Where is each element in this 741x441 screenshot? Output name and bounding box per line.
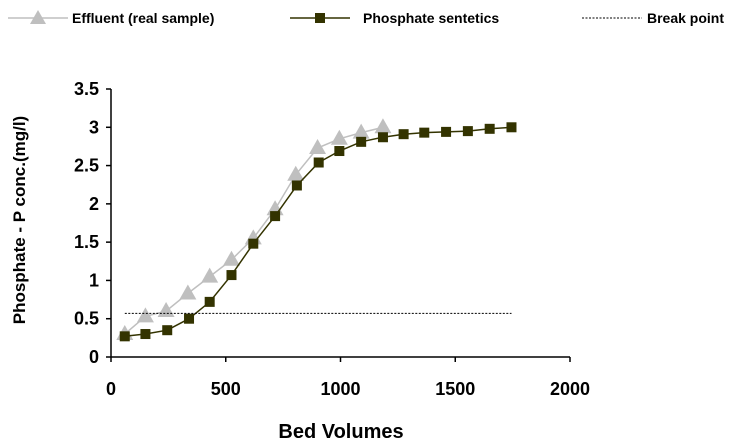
data-point-phosphate-sentetics — [162, 325, 173, 336]
data-point-phosphate-sentetics — [119, 331, 130, 342]
legend-label-effluent: Effluent (real sample) — [72, 10, 214, 26]
data-point-effluent — [136, 307, 154, 323]
data-point-phosphate-sentetics — [356, 136, 367, 147]
legend-label-break-point: Break point — [647, 10, 724, 26]
data-point-phosphate-sentetics — [291, 180, 302, 191]
y-tick-label: 0.5 — [74, 309, 99, 329]
x-ticks: 0 500 1000 1500 2000 — [106, 357, 590, 399]
data-point-phosphate-sentetics — [140, 329, 151, 340]
plot-area — [116, 118, 517, 342]
data-point-phosphate-sentetics — [226, 270, 237, 281]
data-point-phosphate-sentetics — [506, 122, 517, 133]
x-tick-label: 500 — [211, 379, 241, 399]
x-tick-label: 2000 — [550, 379, 590, 399]
data-point-phosphate-sentetics — [313, 157, 324, 168]
x-tick-label: 1000 — [320, 379, 360, 399]
data-point-phosphate-sentetics — [204, 296, 215, 307]
legend-entry-phosphate-sentetics: Phosphate sentetics — [290, 10, 499, 26]
data-point-phosphate-sentetics — [462, 126, 473, 137]
data-point-phosphate-sentetics — [377, 132, 388, 143]
data-point-effluent — [157, 302, 175, 318]
legend-entry-break-point: Break point — [582, 10, 724, 26]
legend-entry-effluent: Effluent (real sample) — [8, 10, 214, 26]
x-tick-label: 1500 — [435, 379, 475, 399]
data-point-effluent — [222, 250, 240, 266]
data-point-phosphate-sentetics — [441, 126, 452, 137]
data-point-effluent — [374, 118, 392, 134]
legend: Effluent (real sample) Phosphate senteti… — [8, 10, 724, 26]
y-tick-label: 3 — [89, 117, 99, 137]
data-point-effluent — [352, 123, 370, 139]
legend-marker-effluent — [30, 10, 46, 24]
data-point-effluent — [309, 138, 327, 154]
data-point-phosphate-sentetics — [334, 146, 345, 157]
y-axis-title: Phosphate - P conc.(mg/l) — [10, 116, 29, 324]
y-tick-label: 1.5 — [74, 232, 99, 252]
data-point-effluent — [179, 284, 197, 300]
data-point-phosphate-sentetics — [184, 313, 195, 324]
data-point-effluent — [330, 129, 348, 145]
data-point-effluent — [287, 165, 305, 181]
data-point-phosphate-sentetics — [248, 238, 259, 249]
legend-marker-phosphate-sentetics — [315, 13, 325, 23]
x-tick-label: 0 — [106, 379, 116, 399]
y-tick-label: 2.5 — [74, 156, 99, 176]
data-point-phosphate-sentetics — [419, 127, 430, 138]
y-tick-label: 3.5 — [74, 79, 99, 99]
y-tick-label: 0 — [89, 347, 99, 367]
y-tick-label: 1 — [89, 270, 99, 290]
axes: 0 500 1000 1500 2000 0 0.5 1 1.5 2 2.5 3 3.5 — [74, 79, 590, 399]
data-point-phosphate-sentetics — [484, 123, 495, 134]
x-axis-title: Bed Volumes — [278, 421, 403, 441]
data-point-phosphate-sentetics — [270, 211, 281, 222]
data-point-effluent — [201, 267, 219, 283]
legend-label-phosphate-sentetics: Phosphate sentetics — [363, 10, 499, 26]
data-point-phosphate-sentetics — [398, 129, 409, 140]
y-tick-label: 2 — [89, 194, 99, 214]
y-ticks: 0 0.5 1 1.5 2 2.5 3 3.5 — [74, 79, 111, 367]
